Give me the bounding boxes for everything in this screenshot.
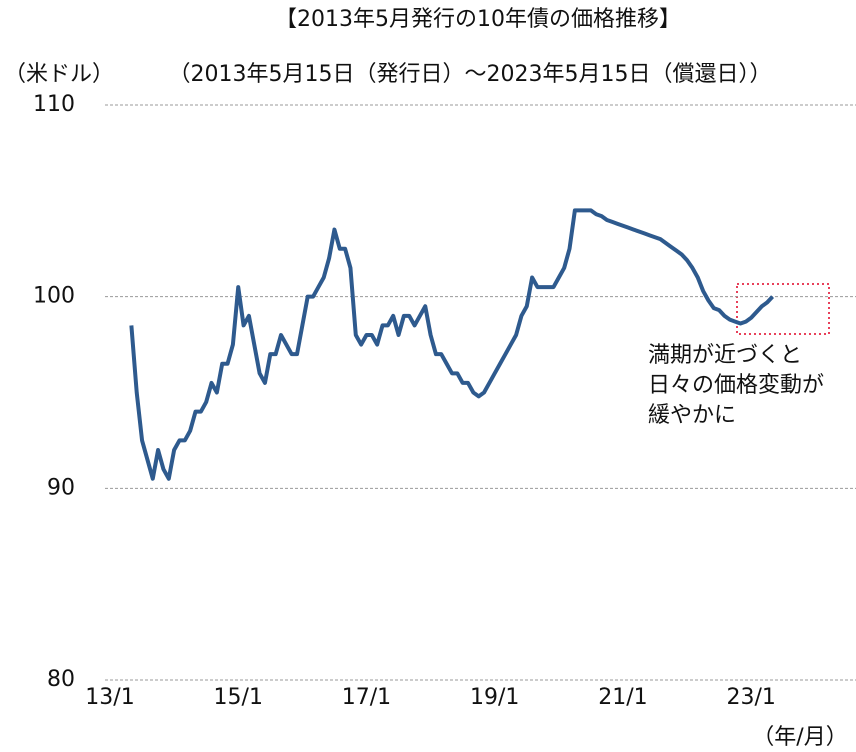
x-tick-label: 21/1 (598, 685, 647, 710)
chart-title: 【2013年5月発行の10年債の価格推移】 (275, 7, 681, 32)
x-axis-label: （年/月） (752, 725, 847, 750)
y-tick-label: 110 (33, 92, 75, 117)
annotation-text: 緩やかに (648, 403, 736, 428)
x-tick-label: 13/1 (85, 685, 134, 710)
annotation-text: 満期が近づくと (648, 343, 802, 368)
chart: 【2013年5月発行の10年債の価格推移】 （2013年5月15日（発行日）～2… (0, 0, 856, 752)
x-tick-label: 23/1 (726, 685, 775, 710)
y-axis-label: （米ドル） (4, 62, 114, 87)
annotation-text: 日々の価格変動が (648, 373, 824, 398)
y-tick-label: 90 (47, 475, 75, 500)
x-tick-label: 15/1 (214, 685, 263, 710)
y-tick-label: 100 (33, 284, 75, 309)
y-tick-label: 80 (47, 667, 75, 692)
annotation-box (737, 284, 829, 334)
x-tick-label: 19/1 (470, 685, 519, 710)
x-tick-label: 17/1 (342, 685, 391, 710)
chart-subtitle: （2013年5月15日（発行日）～2023年5月15日（償還日）） (169, 62, 772, 87)
